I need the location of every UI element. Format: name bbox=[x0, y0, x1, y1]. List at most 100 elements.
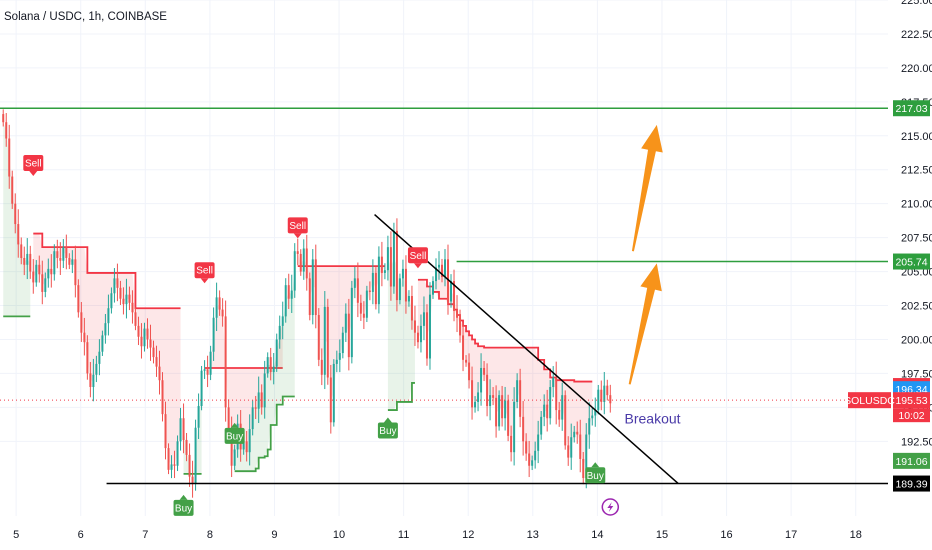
candle bbox=[17, 224, 20, 245]
candle bbox=[89, 373, 92, 387]
candle bbox=[122, 298, 125, 305]
buy-signal-label: Buy bbox=[175, 503, 192, 514]
candle bbox=[546, 404, 549, 419]
candle bbox=[305, 248, 308, 279]
candle bbox=[465, 359, 468, 363]
candle bbox=[486, 374, 489, 407]
candle bbox=[419, 325, 422, 343]
candle bbox=[257, 392, 260, 409]
sell-signal: Sell bbox=[407, 247, 428, 269]
candle bbox=[510, 435, 513, 453]
y-tick-label: 222.50 bbox=[901, 29, 932, 41]
candle bbox=[495, 397, 498, 427]
candle bbox=[158, 366, 161, 381]
candle bbox=[386, 247, 389, 271]
x-tick-label: 15 bbox=[656, 529, 668, 541]
candle bbox=[92, 374, 95, 387]
candle bbox=[275, 339, 278, 367]
buy-signal-pointer bbox=[383, 417, 392, 423]
candle bbox=[501, 395, 504, 419]
price-tag-label: 195.53 bbox=[895, 395, 927, 407]
x-tick-label: 7 bbox=[142, 529, 148, 541]
candle bbox=[242, 441, 245, 450]
candle bbox=[483, 367, 486, 375]
candle bbox=[299, 253, 302, 272]
candle bbox=[371, 272, 374, 292]
y-tick-label: 220.00 bbox=[901, 63, 932, 75]
candle bbox=[212, 317, 215, 352]
buy-signal-label: Buy bbox=[226, 431, 243, 442]
candle bbox=[170, 464, 173, 470]
candle bbox=[444, 259, 447, 278]
candle bbox=[344, 313, 347, 333]
supertrend-up-line bbox=[234, 395, 295, 473]
candle bbox=[35, 264, 38, 283]
candle bbox=[422, 312, 425, 326]
candle bbox=[456, 310, 459, 318]
candle bbox=[407, 296, 410, 302]
candle bbox=[272, 366, 275, 373]
candle bbox=[143, 328, 146, 347]
candle bbox=[323, 306, 326, 375]
candle bbox=[200, 370, 203, 407]
candle bbox=[107, 308, 110, 324]
candle bbox=[203, 369, 206, 371]
candle bbox=[215, 297, 218, 318]
candle bbox=[567, 445, 570, 458]
signals: Sell Buy Sell Buy Sell Buy Sell Buy bbox=[23, 154, 606, 516]
candle bbox=[194, 427, 197, 484]
sell-signal-box bbox=[287, 217, 308, 234]
candle bbox=[365, 290, 368, 318]
candle bbox=[218, 297, 221, 310]
sell-signal: Sell bbox=[287, 217, 308, 239]
candle bbox=[383, 270, 386, 273]
candle bbox=[594, 410, 597, 416]
candle bbox=[269, 357, 272, 373]
candle bbox=[83, 332, 86, 343]
level-tag-box bbox=[893, 475, 930, 492]
candle bbox=[591, 415, 594, 419]
candle bbox=[555, 377, 558, 411]
candle bbox=[47, 268, 50, 279]
sell-signal-label: Sell bbox=[196, 266, 213, 277]
candle bbox=[558, 410, 561, 420]
sell-signal-pointer bbox=[200, 278, 209, 284]
candle bbox=[401, 268, 404, 279]
buy-signal-pointer bbox=[591, 462, 600, 468]
candle bbox=[356, 278, 359, 303]
sell-signal-pointer bbox=[293, 233, 302, 239]
candle bbox=[540, 416, 543, 435]
lightning-icon bbox=[601, 498, 620, 516]
candle bbox=[38, 264, 41, 275]
candle bbox=[266, 357, 269, 374]
x-tick-label: 11 bbox=[398, 529, 409, 541]
price-tag-box bbox=[893, 452, 930, 469]
candle bbox=[347, 313, 350, 358]
candle bbox=[77, 285, 80, 313]
candle bbox=[528, 453, 531, 466]
candle bbox=[317, 315, 320, 360]
candle bbox=[224, 316, 227, 408]
candle bbox=[50, 268, 53, 275]
candle bbox=[161, 380, 164, 415]
buy-signal-box bbox=[585, 467, 606, 484]
candle bbox=[392, 230, 395, 287]
x-tick-label: 16 bbox=[720, 529, 732, 541]
candle bbox=[380, 256, 383, 273]
candle bbox=[582, 458, 585, 478]
candle bbox=[603, 385, 606, 402]
y-tick-label: 210.00 bbox=[901, 199, 932, 211]
candle bbox=[179, 418, 182, 442]
supertrend-down-line bbox=[33, 232, 181, 310]
candle bbox=[459, 317, 462, 336]
candle bbox=[113, 278, 116, 294]
supertrend-up-fill bbox=[3, 122, 31, 317]
sell-signal-label: Sell bbox=[410, 251, 427, 262]
candle bbox=[332, 363, 335, 423]
candle bbox=[434, 267, 437, 282]
candle bbox=[86, 342, 89, 374]
candle bbox=[368, 290, 371, 292]
candle bbox=[480, 367, 483, 393]
buy-signal-pointer bbox=[230, 422, 239, 428]
